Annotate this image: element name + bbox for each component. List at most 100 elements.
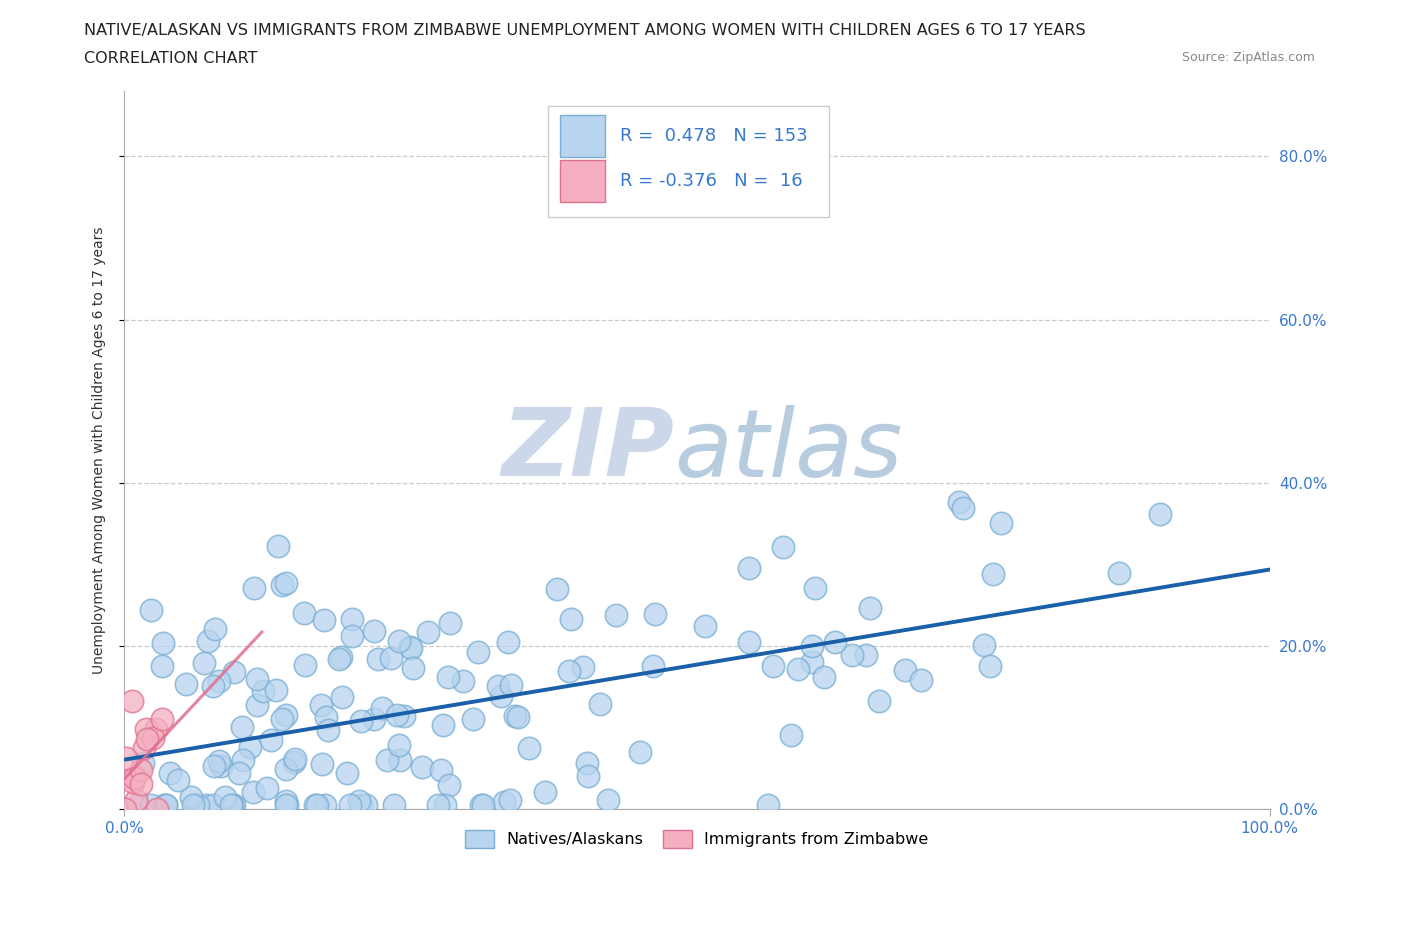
Point [124,770,146,785]
Point [153,797,176,812]
Point [470,797,492,812]
Point [202,678,225,693]
Point [340,629,363,644]
Point [605,608,627,623]
Point [894,663,917,678]
Point [439,616,461,631]
Point [433,797,456,812]
Point [122,775,145,790]
Point [990,515,1012,530]
Point [350,713,373,728]
Text: NATIVE/ALASKAN VS IMMIGRANTS FROM ZIMBABWE UNEMPLOYMENT AMONG WOMEN WITH CHILDRE: NATIVE/ALASKAN VS IMMIGRANTS FROM ZIMBAB… [84,23,1085,38]
Point [152,658,174,673]
Text: Source: ZipAtlas.com: Source: ZipAtlas.com [1181,51,1315,64]
Point [207,754,229,769]
Point [503,709,526,724]
Point [124,792,146,807]
Point [363,711,385,726]
Point [496,634,519,649]
Point [246,671,269,686]
Point [209,759,232,774]
Point [855,648,877,663]
Point [122,770,145,785]
Point [492,794,515,809]
Point [311,757,333,772]
Text: CORRELATION CHART: CORRELATION CHART [84,51,257,66]
Point [312,613,335,628]
Point [276,797,298,812]
Point [129,777,152,791]
Point [167,773,190,788]
Point [761,658,783,673]
Point [983,566,1005,581]
Point [824,634,846,649]
Point [208,673,231,688]
Point [1149,506,1171,521]
Point [910,672,932,687]
Point [121,694,143,709]
Text: ZIP: ZIP [501,404,673,496]
Point [388,752,411,767]
Point [228,765,250,780]
Point [145,722,167,737]
Legend: Natives/Alaskans, Immigrants from Zimbabwe: Natives/Alaskans, Immigrants from Zimbab… [458,823,935,855]
Point [328,651,350,666]
Point [315,710,337,724]
Point [426,797,449,812]
Point [260,733,283,748]
Point [267,538,290,553]
Point [329,649,352,664]
Point [135,722,157,737]
Point [294,658,316,672]
Point [340,612,363,627]
Point [246,698,269,712]
Point [437,777,460,792]
Point [973,638,995,653]
Point [221,797,243,812]
Point [131,756,153,771]
Y-axis label: Unemployment Among Women with Children Ages 6 to 17 years: Unemployment Among Women with Children A… [93,226,107,674]
Point [463,711,485,726]
Point [499,677,522,692]
Point [363,624,385,639]
Point [202,759,225,774]
Point [204,621,226,636]
Point [756,797,779,812]
FancyBboxPatch shape [560,114,606,157]
Point [800,654,823,669]
Point [693,618,716,633]
Point [339,797,361,812]
Point [371,701,394,716]
FancyBboxPatch shape [548,106,828,217]
Point [738,634,761,649]
Point [388,633,411,648]
Point [284,751,307,766]
Point [803,581,825,596]
Point [546,581,568,596]
Point [641,658,664,673]
Point [402,660,425,675]
Point [517,740,540,755]
Point [430,763,453,777]
Point [451,673,474,688]
Point [349,793,371,808]
Point [145,802,167,817]
Point [314,797,336,812]
Point [283,754,305,769]
Point [174,677,197,692]
Point [575,756,598,771]
Point [114,802,136,817]
Point [859,600,882,615]
Point [276,761,298,776]
Point [134,740,156,755]
Point [316,723,339,737]
Point [813,670,835,684]
Point [467,644,489,659]
Point [499,792,522,807]
Point [841,647,863,662]
Point [304,797,326,812]
Point [159,765,181,780]
Point [394,709,416,724]
Point [786,662,808,677]
Point [276,793,298,808]
